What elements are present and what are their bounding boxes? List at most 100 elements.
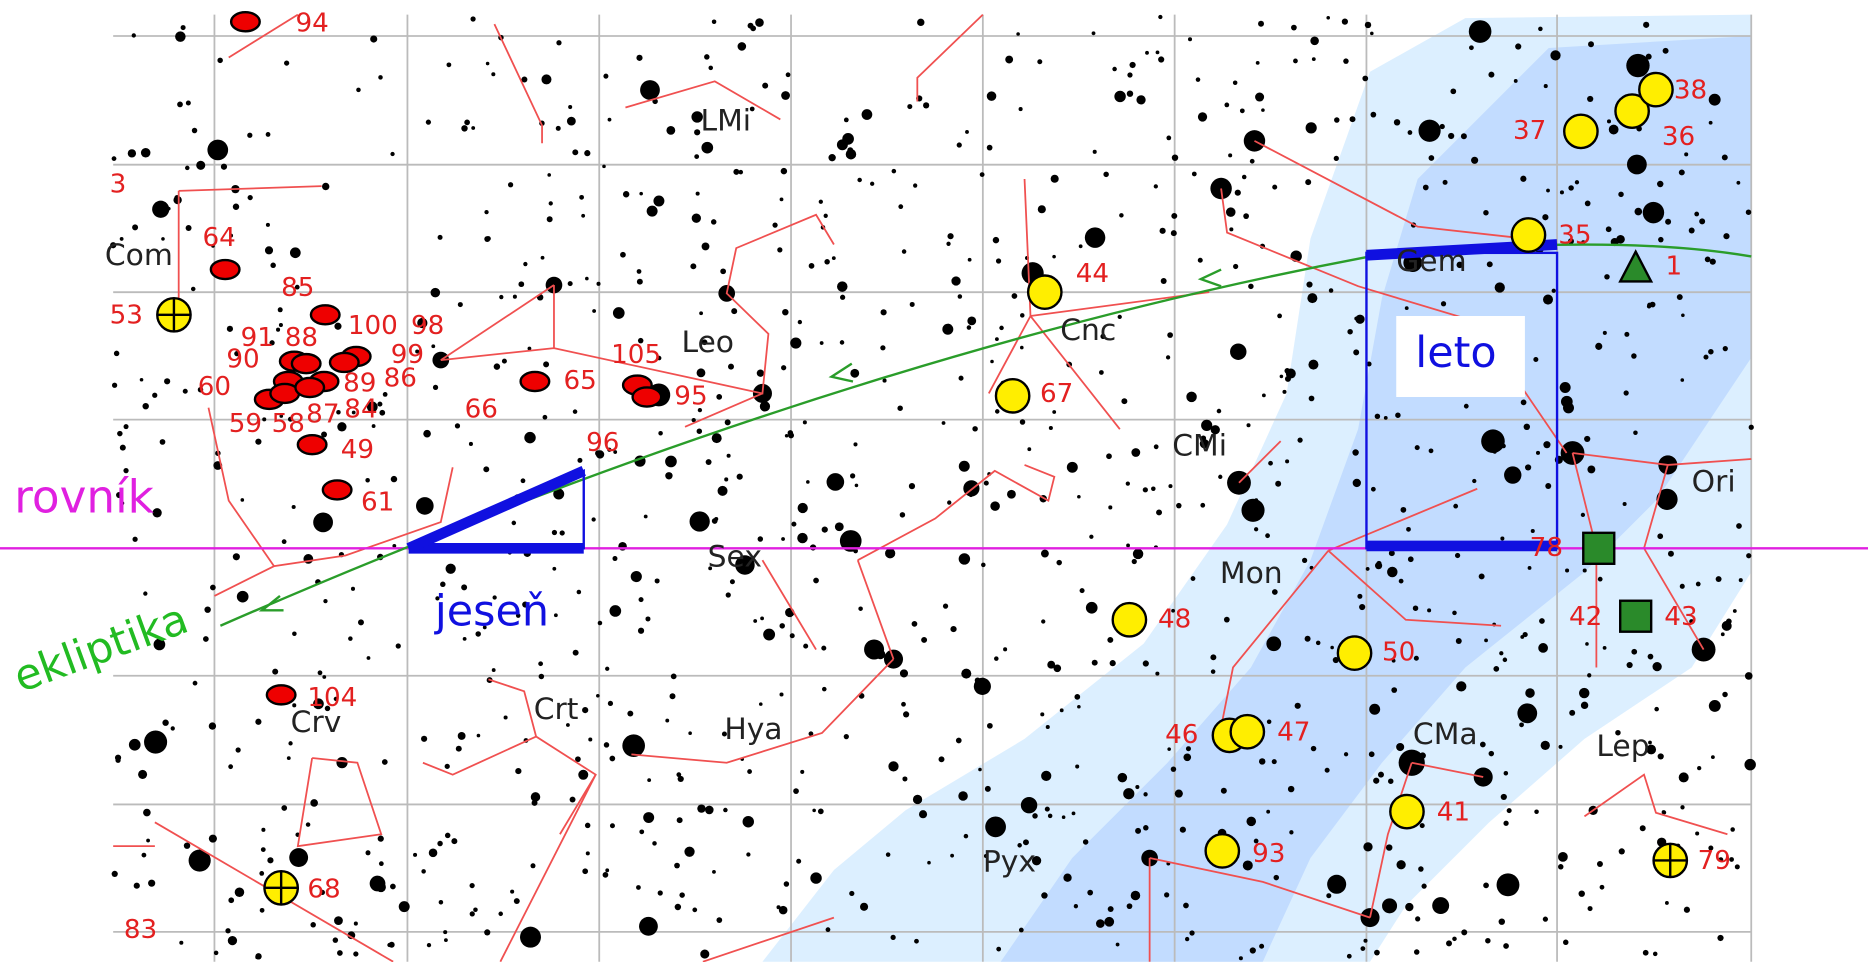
- star: [334, 916, 343, 926]
- star: [310, 922, 316, 928]
- star: [720, 268, 726, 275]
- star: [1517, 703, 1538, 724]
- star: [1190, 576, 1196, 581]
- star: [696, 428, 703, 434]
- star: [1568, 238, 1574, 245]
- star: [291, 504, 296, 509]
- star: [839, 530, 862, 552]
- star: [553, 488, 565, 500]
- star: [636, 278, 643, 285]
- star: [1695, 581, 1701, 587]
- star: [1142, 660, 1149, 667]
- star: [1584, 200, 1591, 207]
- galaxy: [631, 386, 663, 408]
- star: [272, 668, 279, 675]
- star: [1125, 481, 1130, 486]
- star: [1130, 890, 1141, 901]
- star: [622, 734, 645, 758]
- star: [159, 439, 166, 445]
- star: [435, 596, 440, 601]
- star: [575, 756, 581, 763]
- object-label: 48: [1158, 604, 1191, 634]
- star: [691, 417, 696, 423]
- star: [1307, 293, 1318, 304]
- star: [700, 949, 710, 959]
- star: [1744, 672, 1753, 680]
- star: [1520, 175, 1527, 182]
- cluster: [1510, 217, 1547, 253]
- star: [1135, 827, 1142, 834]
- star: [1412, 605, 1419, 611]
- star: [728, 363, 734, 370]
- star: [592, 309, 597, 313]
- star: [824, 259, 830, 265]
- star: [499, 294, 504, 300]
- star: [918, 810, 928, 819]
- star: [888, 761, 899, 772]
- star: [1604, 274, 1610, 280]
- star: [1333, 155, 1339, 162]
- star: [351, 410, 356, 415]
- star: [684, 846, 695, 857]
- star: [654, 578, 660, 584]
- star: [555, 125, 561, 131]
- star: [688, 731, 692, 735]
- star: [1542, 916, 1549, 922]
- star: [1455, 638, 1462, 644]
- star: [234, 351, 240, 357]
- star: [711, 19, 717, 25]
- star: [1565, 568, 1570, 573]
- star: [321, 431, 328, 438]
- star: [413, 852, 418, 857]
- star: [1007, 489, 1016, 499]
- star: [1523, 423, 1531, 431]
- star: [1357, 593, 1363, 599]
- star: [674, 903, 682, 911]
- star: [197, 387, 204, 393]
- star: [762, 82, 769, 89]
- star: [1103, 171, 1109, 178]
- star: [1533, 356, 1539, 362]
- star: [131, 33, 136, 38]
- star: [515, 613, 521, 618]
- star: [1268, 460, 1273, 466]
- star: [1271, 589, 1278, 595]
- star: [1506, 808, 1512, 814]
- star: [979, 172, 985, 177]
- star: [908, 483, 916, 490]
- star: [1596, 861, 1603, 867]
- star: [1489, 441, 1496, 447]
- star: [676, 817, 683, 824]
- star: [967, 316, 977, 326]
- star: [277, 307, 283, 313]
- star: [377, 401, 383, 407]
- star: [1241, 498, 1265, 522]
- star: [1271, 759, 1277, 765]
- star: [1738, 578, 1743, 583]
- star: [612, 556, 618, 562]
- star: [139, 377, 144, 382]
- star: [1704, 256, 1711, 263]
- cluster-cross: [1653, 843, 1687, 878]
- star: [227, 935, 238, 946]
- star: [605, 666, 610, 671]
- star: [1275, 480, 1282, 487]
- star: [965, 130, 969, 134]
- star: [378, 75, 383, 80]
- star: [492, 595, 497, 600]
- star: [1708, 845, 1714, 851]
- star: [907, 104, 913, 110]
- star: [289, 247, 301, 259]
- star: [1483, 882, 1489, 889]
- star: [127, 149, 137, 158]
- star: [1452, 936, 1457, 942]
- ecliptic-arrows: [258, 268, 1222, 612]
- star: [144, 730, 168, 754]
- star: [1365, 567, 1370, 571]
- star: [1479, 741, 1486, 748]
- star: [1195, 77, 1201, 82]
- star: [1011, 293, 1018, 299]
- star: [357, 619, 364, 626]
- star: [515, 767, 522, 775]
- star: [1551, 288, 1556, 293]
